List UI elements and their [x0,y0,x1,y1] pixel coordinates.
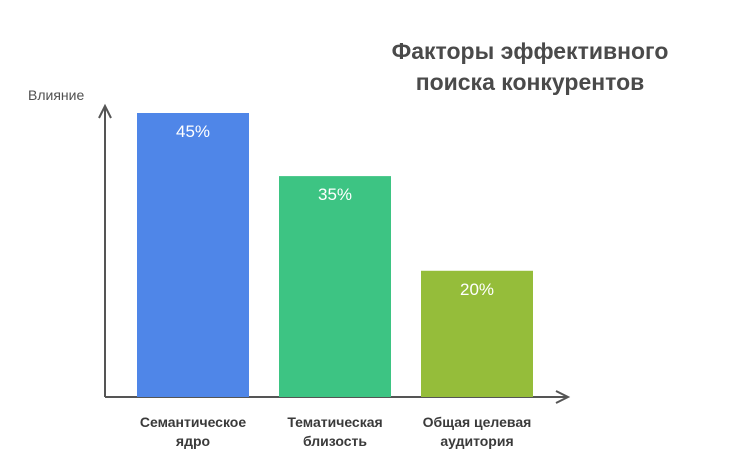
bar-value-label-1: 45% [176,122,210,141]
category-label-3-line-2: аудитория [440,433,513,449]
category-label-1-line-2: ядро [176,433,210,449]
chart-title-line-1: Факторы эффективного [391,38,669,64]
bar-1 [137,113,249,397]
category-label-2-line-2: близость [303,433,367,449]
bar-2 [279,176,391,397]
bar-value-label-3: 20% [460,280,494,299]
x-axis-arrow [555,390,571,404]
chart-title-line-2: поиска конкурентов [415,69,645,95]
y-axis-arrow [98,103,112,119]
category-label-3-line-1: Общая целевая [423,414,532,430]
category-label-2-line-1: Тематическая [287,414,382,430]
bar-3 [421,270,533,397]
y-axis-label: Влияние [28,87,85,103]
category-label-1-line-1: Семантическое [140,414,246,430]
bar-value-label-2: 35% [318,185,352,204]
